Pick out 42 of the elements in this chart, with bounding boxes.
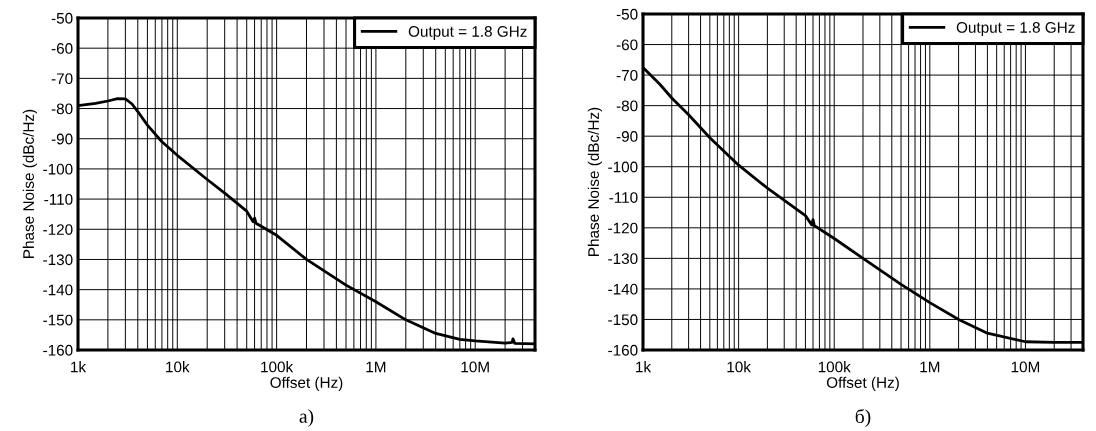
y-tick-label: -150 xyxy=(608,314,638,326)
x-tick-label: 10k xyxy=(727,361,751,373)
y-tick-label: -140 xyxy=(608,283,638,295)
legend-label: Output = 1.8 GHz xyxy=(408,26,527,40)
y-tick-label: -70 xyxy=(51,73,73,85)
x-tick-label: 10M xyxy=(461,361,489,373)
x-tick-label: 10M xyxy=(1011,361,1040,373)
x-tick-label: 100k xyxy=(261,361,294,373)
x-tick-label: 10k xyxy=(166,361,190,373)
x-axis-title: Offset (Hz) xyxy=(270,376,343,391)
y-tick-label: -110 xyxy=(44,193,73,205)
y-tick-label: -100 xyxy=(43,163,73,175)
y-tick-label: -110 xyxy=(609,192,638,203)
x-tick-label: 1k xyxy=(636,361,652,373)
y-tick-label: -50 xyxy=(51,12,73,24)
y-tick-label: -150 xyxy=(43,314,73,326)
y-axis-title: Phase Noise (dBc/Hz) xyxy=(587,107,602,256)
x-tick-label: 1M xyxy=(366,361,386,373)
text: б) xyxy=(855,408,871,428)
x-axis-title: Offset (Hz) xyxy=(826,376,899,391)
y-tick-label: -70 xyxy=(616,69,638,81)
y-tick-label: -60 xyxy=(51,43,73,54)
legend-label: Output = 1.8 GHz xyxy=(956,22,1075,36)
text: а) xyxy=(299,409,314,427)
x-tick-label: 100k xyxy=(818,361,851,373)
y-tick-label: -80 xyxy=(616,100,638,112)
y-tick-label: -50 xyxy=(616,8,638,20)
y-tick-label: -160 xyxy=(43,344,73,356)
y-tick-label: -100 xyxy=(608,161,638,173)
y-tick-label: -130 xyxy=(43,254,73,266)
y-tick-label: -90 xyxy=(616,131,638,142)
y-tick-label: -60 xyxy=(616,39,638,51)
y-tick-label: -90 xyxy=(51,133,73,145)
y-axis-title: Phase Noise (dBc/Hz) xyxy=(22,109,37,258)
y-tick-label: -120 xyxy=(608,222,638,234)
x-tick-label: 1k xyxy=(71,361,87,373)
y-tick-label: -130 xyxy=(608,253,638,265)
y-tick-label: -120 xyxy=(43,224,73,235)
y-tick-label: -140 xyxy=(43,284,73,296)
y-tick-label: -160 xyxy=(608,344,638,356)
x-tick-label: 1M xyxy=(920,361,940,373)
y-tick-label: -80 xyxy=(51,103,73,115)
